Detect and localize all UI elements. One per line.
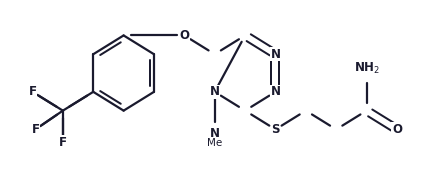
Text: N: N [210, 127, 220, 139]
Text: O: O [392, 123, 402, 136]
Text: NH$_2$: NH$_2$ [354, 61, 380, 76]
Text: F: F [31, 123, 39, 136]
Text: F: F [29, 85, 36, 98]
Text: F: F [59, 136, 67, 149]
Text: O: O [179, 29, 189, 42]
Text: S: S [271, 123, 280, 136]
Text: N: N [270, 48, 280, 61]
Text: Me: Me [207, 138, 223, 148]
Text: N: N [270, 85, 280, 98]
Text: N: N [210, 85, 220, 98]
